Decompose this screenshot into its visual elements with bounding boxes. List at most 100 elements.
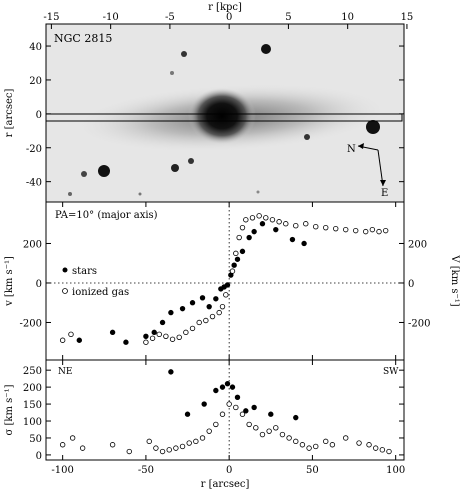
star-dispersion-point xyxy=(213,387,219,394)
star-dispersion-point xyxy=(251,404,257,411)
gas-dispersion-point xyxy=(173,445,179,451)
star-dispersion-point xyxy=(201,401,207,407)
gas-dispersion-point xyxy=(179,443,186,450)
star-dispersion-point xyxy=(229,384,236,390)
gas-velocity-point xyxy=(376,228,382,235)
gas-dispersion-point xyxy=(246,421,252,428)
gas-dispersion-point xyxy=(126,448,132,455)
y-tick-label: 200 xyxy=(23,239,42,250)
gas-velocity-point xyxy=(219,303,226,310)
x-tick-label: -100 xyxy=(51,465,73,476)
x2-tick-label: -15 xyxy=(43,12,59,23)
star xyxy=(188,158,194,164)
galaxy-name: NGC 2815 xyxy=(54,32,112,45)
star-velocity-point xyxy=(246,234,252,241)
gas-dispersion-point xyxy=(69,435,76,441)
gas-velocity-point xyxy=(236,234,242,241)
gas-velocity-point xyxy=(156,331,162,338)
gas-dispersion-point xyxy=(366,442,372,448)
star xyxy=(68,192,72,196)
star-velocity-point xyxy=(289,236,296,243)
star xyxy=(261,44,271,54)
legend-stars: stars xyxy=(72,266,97,277)
gas-dispersion-point xyxy=(219,411,226,417)
star xyxy=(366,120,380,134)
star-velocity-point xyxy=(239,248,246,255)
y-tick-label: 0 xyxy=(36,279,42,290)
star xyxy=(304,134,310,140)
star xyxy=(138,192,142,196)
y-tick-label: 100 xyxy=(23,417,42,428)
star xyxy=(98,165,110,177)
star xyxy=(181,51,187,57)
gas-dispersion-point xyxy=(239,411,246,417)
gas-velocity-point xyxy=(343,226,349,233)
gas-velocity-point xyxy=(313,223,319,230)
star-velocity-point xyxy=(259,221,266,227)
gas-dispersion-point xyxy=(313,443,319,450)
gas-dispersion-point xyxy=(379,447,386,453)
star-dispersion-point xyxy=(293,414,299,421)
legend-marker-gas xyxy=(62,288,68,294)
gas-velocity-point xyxy=(176,334,182,340)
gas-velocity-point xyxy=(203,317,209,324)
x2-axis-label: r [kpc] xyxy=(208,2,242,13)
gas-velocity-point xyxy=(256,213,262,219)
gas-dispersion-point xyxy=(233,404,239,411)
gas-velocity-point xyxy=(209,313,216,320)
velocity-points xyxy=(59,213,389,345)
x2-tick-label: -5 xyxy=(165,12,175,23)
gas-velocity-point xyxy=(239,224,246,231)
gas-dispersion-point xyxy=(213,421,219,428)
legend-marker-stars xyxy=(62,267,68,273)
y-tick-label: 200 xyxy=(23,383,42,394)
gas-velocity-point xyxy=(293,222,299,229)
gas-dispersion-point xyxy=(206,428,212,434)
star-velocity-point xyxy=(159,319,166,326)
gas-dispersion-point xyxy=(266,428,272,434)
side-label-ne: NE xyxy=(58,367,72,377)
y-axis-label: v [km s⁻¹] xyxy=(4,256,15,307)
star-velocity-point xyxy=(206,303,212,310)
gas-dispersion-point xyxy=(286,435,292,441)
y-tick-label: -200 xyxy=(20,318,42,329)
gas-dispersion-point xyxy=(329,442,336,448)
gas-velocity-point xyxy=(216,309,222,316)
gas-velocity-point xyxy=(249,215,256,221)
gas-velocity-point xyxy=(183,329,189,336)
y-axis-label: r [arcsec] xyxy=(4,89,15,138)
gas-dispersion-point xyxy=(306,445,312,451)
gas-velocity-point xyxy=(223,292,229,298)
gas-velocity-point xyxy=(303,221,309,227)
star-velocity-point xyxy=(199,295,206,301)
gas-dispersion-point xyxy=(193,438,199,445)
y-axis-label: σ [km s⁻¹] xyxy=(4,384,15,435)
gas-velocity-point xyxy=(163,333,169,339)
y-tick-label: 0 xyxy=(36,110,42,121)
y2-tick-label: 200 xyxy=(408,239,427,250)
image-axes: -40 -20 0 20 40 -15 -10 -5 0 5 10 15 r [kpc] r [arcse… xyxy=(4,2,413,203)
gas-velocity-point xyxy=(363,228,369,235)
x2-tick-label: -10 xyxy=(103,12,119,23)
gas-dispersion-point xyxy=(109,442,116,448)
star-velocity-point xyxy=(224,282,231,288)
star-dispersion-point xyxy=(234,394,241,400)
x-tick-label: -50 xyxy=(138,465,154,476)
foreground-stars xyxy=(68,44,380,196)
legend-gas: ionized gas xyxy=(72,287,129,298)
gas-dispersion-point xyxy=(293,438,299,445)
star-velocity-point xyxy=(273,226,279,233)
y-tick-label: -40 xyxy=(26,178,42,189)
side-label-sw: SW xyxy=(383,367,399,377)
galaxy-bulge xyxy=(188,88,256,144)
y2-tick-label: -200 xyxy=(408,318,430,329)
gas-velocity-point xyxy=(276,219,282,225)
compass-east: E xyxy=(381,188,388,199)
gas-dispersion-point xyxy=(323,438,329,445)
gas-velocity-point xyxy=(229,268,236,274)
x-axis-label: r [arcsec] xyxy=(201,479,250,490)
compass: N E xyxy=(347,143,388,199)
star-dispersion-point xyxy=(219,384,226,390)
compass-north: N xyxy=(347,144,356,155)
